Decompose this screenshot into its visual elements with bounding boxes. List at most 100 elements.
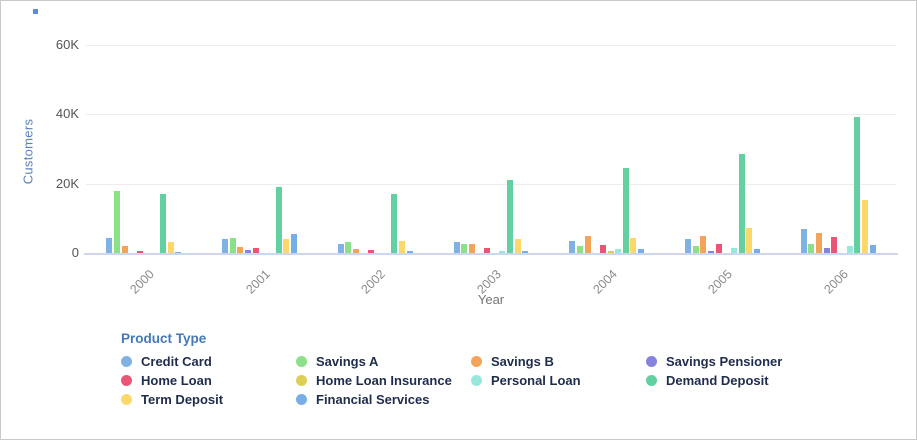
bar-credit-card-2005[interactable] (684, 239, 691, 253)
bar-term-deposit-2006[interactable] (861, 199, 868, 253)
x-tick-label-2005: 2005 (705, 267, 736, 297)
legend-item-home-loan[interactable]: Home Loan (121, 373, 296, 388)
x-axis-title: Year (477, 292, 505, 307)
bar-home-loan-2004[interactable] (599, 245, 606, 253)
bar-term-deposit-2004[interactable] (630, 238, 637, 253)
legend-label: Term Deposit (141, 392, 224, 407)
bar-home-loan-2005[interactable] (715, 243, 722, 253)
bar-savings-pensioner-2006[interactable] (823, 248, 830, 253)
bar-demand-deposit-2006[interactable] (854, 116, 861, 253)
bar-savings-a-2001[interactable] (229, 237, 236, 253)
bar-savings-b-2001[interactable] (237, 247, 244, 253)
bar-savings-a-2000[interactable] (114, 190, 121, 253)
legend-swatch-icon (646, 356, 657, 367)
bar-demand-deposit-2005[interactable] (738, 154, 745, 253)
gridline-40K (86, 114, 896, 116)
bar-savings-b-2002[interactable] (353, 248, 360, 253)
bar-term-deposit-2000[interactable] (167, 241, 174, 253)
legend-item-savings-b[interactable]: Savings B (471, 354, 646, 369)
bar-personal-loan-2005[interactable] (730, 248, 737, 253)
legend-item-demand-deposit[interactable]: Demand Deposit (646, 373, 821, 388)
bar-savings-a-2002[interactable] (345, 241, 352, 253)
x-tick-label-2002: 2002 (358, 267, 389, 297)
bar-credit-card-2002[interactable] (337, 243, 344, 253)
bar-term-deposit-2005[interactable] (746, 227, 753, 253)
bar-home-loan-2001[interactable] (252, 248, 259, 253)
legend: Credit Card Savings A Savings B Savings Pen… (121, 352, 821, 409)
gridline-60K (86, 45, 896, 46)
legend-swatch-icon (296, 356, 307, 367)
bar-personal-loan-2003[interactable] (499, 250, 506, 253)
x-tick-label-2001: 2001 (242, 267, 273, 297)
bar-financial-services-2005[interactable] (753, 248, 760, 253)
legend-swatch-icon (121, 375, 132, 386)
gridline-0 (84, 253, 898, 255)
bar-credit-card-2004[interactable] (569, 240, 576, 253)
legend-label: Demand Deposit (666, 373, 769, 388)
bar-demand-deposit-2000[interactable] (159, 194, 166, 253)
bar-savings-a-2005[interactable] (692, 246, 699, 253)
bar-financial-services-2004[interactable] (638, 249, 645, 253)
bar-savings-pensioner-2001[interactable] (245, 249, 252, 253)
bar-demand-deposit-2004[interactable] (622, 168, 629, 253)
bar-savings-b-2003[interactable] (468, 243, 475, 253)
bar-home-loan-2002[interactable] (368, 249, 375, 253)
legend-swatch-icon (296, 375, 307, 386)
legend-label: Savings Pensioner (666, 354, 783, 369)
bar-savings-a-2004[interactable] (576, 246, 583, 253)
bar-term-deposit-2003[interactable] (514, 239, 521, 253)
y-tick-label: 60K (55, 37, 79, 52)
legend-item-home-loan-insurance[interactable]: Home Loan Insurance (296, 373, 471, 388)
bar-savings-a-2006[interactable] (808, 243, 815, 253)
bar-savings-b-2006[interactable] (815, 232, 822, 253)
bar-financial-services-2001[interactable] (290, 233, 297, 253)
bar-savings-b-2005[interactable] (700, 236, 707, 253)
legend-item-savings-pensioner[interactable]: Savings Pensioner (646, 354, 821, 369)
bar-personal-loan-2004[interactable] (615, 248, 622, 253)
bar-home-loan-insurance-2004[interactable] (607, 250, 614, 253)
legend-label: Savings A (316, 354, 379, 369)
bar-financial-services-2002[interactable] (406, 251, 413, 253)
bar-demand-deposit-2003[interactable] (507, 180, 514, 253)
bar-demand-deposit-2001[interactable] (275, 187, 282, 253)
bar-personal-loan-2006[interactable] (846, 246, 853, 253)
bar-term-deposit-2001[interactable] (283, 239, 290, 253)
legend-label: Financial Services (316, 392, 430, 407)
bar-home-loan-2000[interactable] (137, 250, 143, 253)
bar-savings-b-2000[interactable] (121, 246, 128, 253)
legend-item-financial-services[interactable]: Financial Services (296, 392, 471, 407)
legend-label: Credit Card (141, 354, 212, 369)
bar-financial-services-2006[interactable] (869, 245, 876, 253)
y-axis-title: Customers (20, 118, 36, 185)
bar-home-loan-2003[interactable] (484, 248, 491, 253)
x-tick-label-2004: 2004 (590, 267, 620, 297)
x-tick-label-2006: 2006 (821, 267, 852, 297)
y-tick-label: 40K (55, 106, 79, 122)
bar-savings-a-2003[interactable] (461, 243, 468, 253)
bar-financial-services-2000[interactable] (175, 252, 182, 253)
bar-credit-card-2003[interactable] (453, 241, 460, 253)
bar-demand-deposit-2002[interactable] (391, 194, 398, 253)
legend-item-personal-loan[interactable]: Personal Loan (471, 373, 646, 388)
legend-swatch-icon (646, 375, 657, 386)
corner-mark-icon (33, 9, 38, 14)
bar-credit-card-2006[interactable] (800, 228, 807, 253)
legend-swatch-icon (121, 394, 132, 405)
legend-swatch-icon (296, 394, 307, 405)
legend-label: Home Loan (141, 373, 212, 388)
bar-home-loan-2006[interactable] (831, 237, 838, 253)
bar-savings-pensioner-2005[interactable] (707, 250, 714, 253)
legend-label: Personal Loan (491, 373, 581, 388)
legend-swatch-icon (471, 375, 482, 386)
bar-credit-card-2000[interactable] (106, 238, 113, 253)
bar-credit-card-2001[interactable] (222, 239, 229, 253)
y-tick-label: 0 (71, 245, 79, 260)
bar-savings-b-2004[interactable] (584, 236, 591, 253)
bar-financial-services-2003[interactable] (522, 250, 529, 253)
bar-term-deposit-2002[interactable] (399, 240, 406, 253)
x-tick-label-2000: 2000 (127, 267, 157, 297)
legend-item-savings-a[interactable]: Savings A (296, 354, 471, 369)
legend-swatch-icon (121, 356, 132, 367)
legend-item-term-deposit[interactable]: Term Deposit (121, 392, 296, 407)
legend-item-credit-card[interactable]: Credit Card (121, 354, 296, 369)
